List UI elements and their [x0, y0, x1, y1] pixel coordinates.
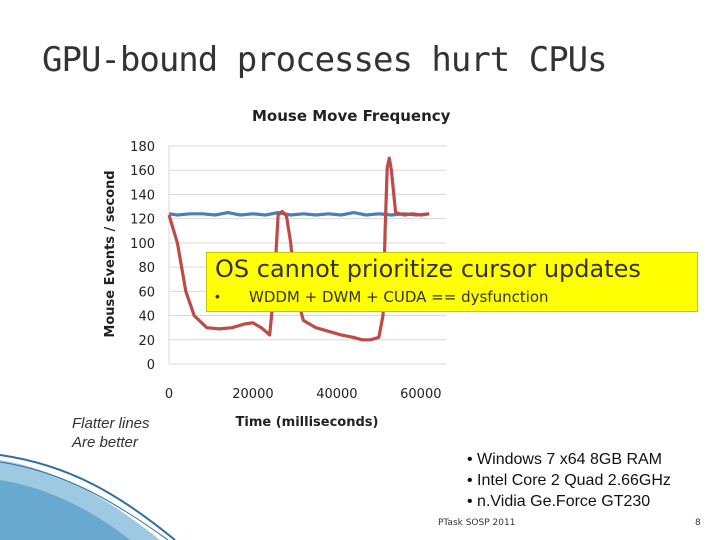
bullet-marker: •: [215, 288, 220, 304]
decorative-swoosh: [0, 454, 176, 540]
spec-item: • n.Vidia Ge.Force GT230: [467, 493, 651, 510]
y-tick-label: 160: [130, 164, 155, 179]
spec-item: • Intel Core 2 Quad 2.66GHz: [467, 472, 671, 489]
chart-title: Mouse Move Frequency: [252, 107, 451, 125]
callout-bullet: WDDM + DWM + CUDA == dysfunction: [249, 288, 549, 306]
y-tick-label: 60: [138, 285, 155, 300]
y-tick-label: 140: [130, 188, 155, 203]
series-lines: [167, 156, 430, 342]
y-tick-label: 80: [138, 261, 155, 276]
x-tick-label: 60000: [400, 387, 441, 402]
y-tick-label: 0: [147, 358, 155, 373]
y-tick-label: 120: [130, 213, 155, 228]
y-axis-label: Mouse Events / second: [103, 170, 118, 337]
x-tick-label: 40000: [316, 387, 357, 402]
callout-box: OS cannot prioritize cursor updates • WD…: [206, 252, 698, 312]
axis-ticks: 0 20 40 60 80 100 120 140 160 180 0 20000 40000 60000: [130, 140, 441, 402]
y-tick-label: 40: [138, 310, 155, 325]
grid-lines: [168, 145, 446, 365]
series-line-red: [167, 156, 430, 342]
spec-item: • Windows 7 x64 8GB RAM: [467, 451, 662, 468]
callout-heading: OS cannot prioritize cursor updates: [215, 255, 641, 283]
note-text: Flatter lines Are better: [72, 414, 150, 452]
series-line-blue: [168, 211, 430, 217]
note-line: Are better: [72, 434, 138, 451]
y-tick-label: 20: [138, 334, 155, 349]
note-line: Flatter lines: [72, 415, 150, 432]
page-number: 8: [695, 518, 701, 528]
y-tick-label: 100: [130, 237, 155, 252]
x-tick-label: 20000: [232, 387, 273, 402]
slide-title: GPU-bound processes hurt CPUs: [42, 40, 608, 80]
x-tick-label: 0: [165, 387, 173, 402]
system-specs: • Windows 7 x64 8GB RAM • Intel Core 2 Q…: [467, 449, 671, 512]
y-tick-label: 180: [130, 140, 155, 155]
x-axis-label: Time (milliseconds): [236, 415, 379, 430]
footer-text: PTask SOSP 2011: [438, 518, 516, 528]
